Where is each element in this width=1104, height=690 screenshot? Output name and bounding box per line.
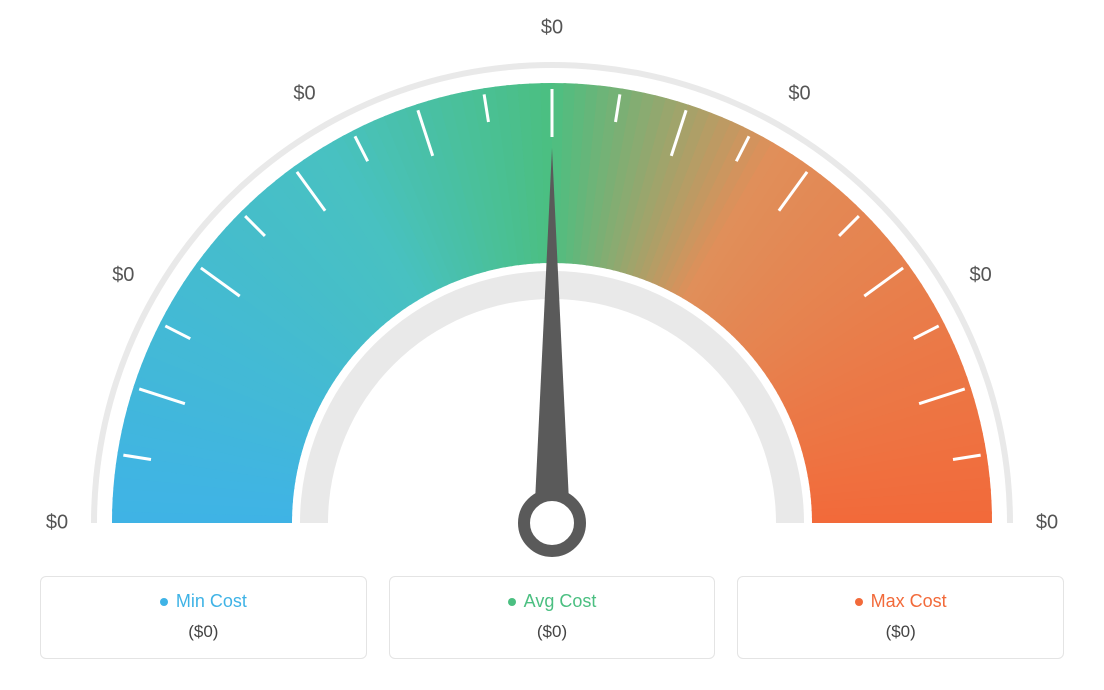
legend-value-min: ($0)	[51, 622, 356, 642]
legend-label-min: Min Cost	[176, 591, 247, 612]
svg-text:$0: $0	[1036, 511, 1058, 533]
legend-label-max: Max Cost	[871, 591, 947, 612]
legend-card-min: Min Cost ($0)	[40, 576, 367, 659]
legend-card-max: Max Cost ($0)	[737, 576, 1064, 659]
gauge: $0 $0 $0 $0 $0 $0 $0	[0, 0, 1104, 560]
legend-row: Min Cost ($0) Avg Cost ($0) Max Cost ($0…	[40, 576, 1064, 659]
legend-value-max: ($0)	[748, 622, 1053, 642]
svg-text:$0: $0	[112, 264, 134, 286]
svg-text:$0: $0	[541, 16, 563, 38]
svg-text:$0: $0	[46, 511, 68, 533]
svg-text:$0: $0	[970, 264, 992, 286]
legend-dot-avg	[508, 598, 516, 606]
legend-title-avg: Avg Cost	[508, 591, 597, 612]
legend-card-avg: Avg Cost ($0)	[389, 576, 716, 659]
legend-value-avg: ($0)	[400, 622, 705, 642]
legend-title-min: Min Cost	[160, 591, 247, 612]
legend-dot-min	[160, 598, 168, 606]
svg-text:$0: $0	[293, 83, 315, 105]
cost-gauge-widget: $0 $0 $0 $0 $0 $0 $0 Min Cost ($0) Avg Cost ($…	[0, 0, 1104, 690]
legend-label-avg: Avg Cost	[524, 591, 597, 612]
svg-text:$0: $0	[788, 83, 810, 105]
legend-dot-max	[855, 598, 863, 606]
legend-title-max: Max Cost	[855, 591, 947, 612]
